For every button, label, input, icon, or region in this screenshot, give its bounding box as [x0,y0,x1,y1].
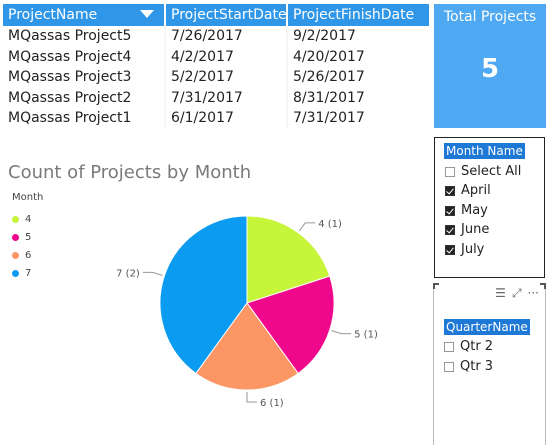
legend-dot-icon [12,269,19,277]
option-label: May [461,203,488,218]
cell-finish-date: 5/26/2017 [293,69,365,86]
cell-finish-date: 7/31/2017 [293,110,365,127]
cell-start-date: 6/1/2017 [165,108,288,129]
month-option-april[interactable]: April [445,182,491,200]
data-label-leader-line [142,271,163,276]
data-label-leader-line [298,222,316,232]
month-option-july[interactable]: July [445,241,484,259]
column-header-label: ProjectName [8,7,98,23]
data-label: 7 (2) [116,268,140,279]
data-label-leader-line [331,330,352,335]
data-label: 5 (1) [354,330,378,341]
column-header-projectname[interactable]: ProjectName [3,4,166,26]
cell-start-date: 5/2/2017 [165,67,288,88]
cell-start-date: 7/26/2017 [165,26,288,47]
cell-finish-date: 9/2/2017 [293,28,356,45]
cell-project-name: MQassas Project5 [3,26,166,47]
month-slicer: Month Name Select All April May June Jul… [434,137,545,278]
card-value: 5 [480,54,500,84]
hamburger-icon[interactable]: ☰ [495,286,506,300]
checkbox-checked-icon[interactable] [445,244,455,255]
legend-item[interactable]: 6 [12,249,31,263]
total-projects-card[interactable]: Total Projects 5 [434,4,546,128]
pie-slice-7[interactable] [159,215,248,375]
quarter-slicer-header: QuarterName [444,319,530,335]
select-all-option[interactable]: Select All [445,163,521,181]
legend-item[interactable]: 4 [12,213,31,227]
legend-item[interactable]: 7 [12,267,31,281]
sort-descending-icon[interactable] [140,10,154,18]
table-row[interactable]: MQassas Project1 6/1/2017 7/31/2017 [3,108,429,129]
quarter-option-qtr3[interactable]: Qtr 3 [444,358,493,376]
projects-table: ProjectName ProjectStartDate ProjectFini… [3,4,429,129]
data-label: 4 (1) [318,219,342,230]
table-row[interactable]: MQassas Project5 7/26/2017 9/2/2017 [3,26,429,47]
pie-slice-4[interactable] [246,215,331,304]
legend-dot-icon [12,215,19,223]
table-header-row: ProjectName ProjectStartDate ProjectFini… [3,4,429,26]
cell-project-name: MQassas Project4 [3,46,166,67]
select-all-checkbox[interactable] [445,166,455,177]
checkbox-checked-icon[interactable] [445,185,455,196]
card-title: Total Projects [443,9,537,25]
month-option-may[interactable]: May [445,202,488,220]
quarter-slicer: ☰ ⤢ ··· QuarterName Qtr 2 Qtr 3 [433,283,546,445]
cell-start-date: 7/31/2017 [165,87,288,108]
legend-dot-icon [12,251,19,259]
cell-project-name: MQassas Project1 [3,108,166,129]
column-header-label: ProjectFinishDate [293,7,415,23]
cell-start-date: 4/2/2017 [165,46,288,67]
data-label: 6 (1) [260,398,284,409]
pie-slice-6[interactable] [195,302,299,391]
checkbox-checked-icon[interactable] [445,224,455,235]
cell-project-name: MQassas Project2 [3,87,166,108]
column-header-label: ProjectStartDate [171,7,287,23]
column-header-projectstartdate[interactable]: ProjectStartDate [165,4,288,26]
more-options-icon[interactable]: ··· [527,286,539,300]
cell-project-name: MQassas Project3 [3,67,166,88]
data-label-leader-line [246,392,257,403]
option-label: July [461,242,485,257]
legend-label: 4 [25,214,32,225]
option-label: Select All [461,164,522,179]
selection-corner [540,283,546,289]
legend-label: 5 [25,232,32,243]
cell-finish-date: 8/31/2017 [293,89,365,106]
table-row[interactable]: MQassas Project2 7/31/2017 8/31/2017 [3,87,429,108]
option-label: June [461,222,490,237]
legend-title: Month [12,192,44,203]
focus-mode-icon[interactable]: ⤢ [511,286,522,300]
legend-dot-icon [12,233,19,241]
cell-finish-date: 4/20/2017 [293,48,365,65]
checkbox-empty-icon[interactable] [444,341,454,352]
option-label: April [461,183,491,198]
column-header-projectfinishdate[interactable]: ProjectFinishDate [287,4,429,26]
option-label: Qtr 3 [460,359,494,374]
legend-label: 7 [25,268,32,279]
table-row[interactable]: MQassas Project3 5/2/2017 5/26/2017 [3,67,429,88]
month-slicer-header: Month Name [444,143,525,159]
checkbox-checked-icon[interactable] [445,205,455,216]
visual-header-icons: ☰ ⤢ ··· [489,286,539,301]
quarter-option-qtr2[interactable]: Qtr 2 [444,338,493,356]
legend-item[interactable]: 5 [12,231,31,245]
month-option-june[interactable]: June [445,221,489,239]
pie-slice-5[interactable] [246,275,335,375]
selection-corner [433,283,439,289]
option-label: Qtr 2 [460,339,494,354]
table-row[interactable]: MQassas Project4 4/2/2017 4/20/2017 [3,46,429,67]
checkbox-empty-icon[interactable] [444,361,454,372]
legend-label: 6 [25,250,32,261]
chart-title: Count of Projects by Month [8,162,252,183]
